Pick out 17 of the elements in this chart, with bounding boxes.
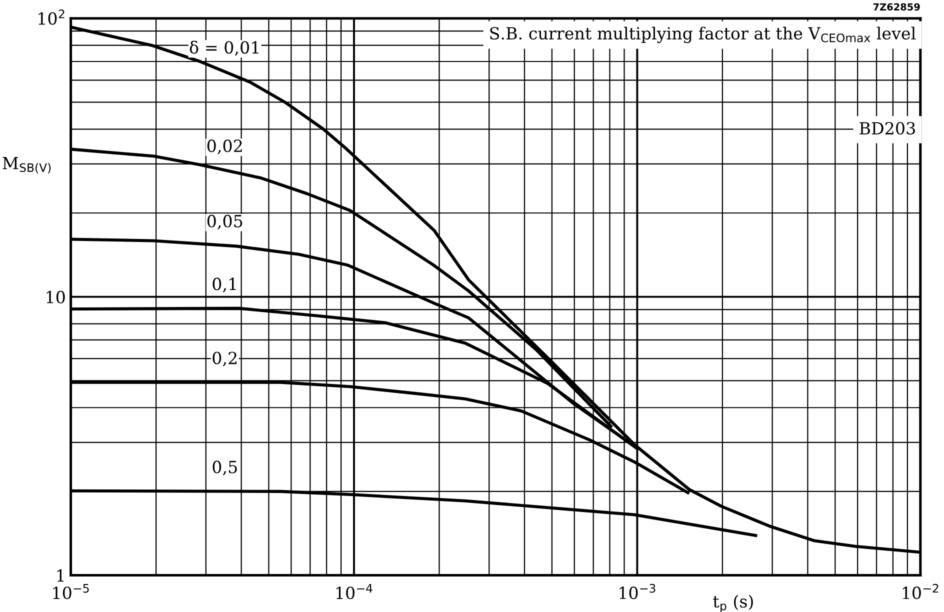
y-axis-title: M$_{SB(V)}$ xyxy=(2,156,51,174)
series-label: δ = 0,01 xyxy=(190,40,258,56)
series-label: 0,5 xyxy=(212,460,237,476)
series-label: 0,05 xyxy=(207,214,242,230)
annotation: BD203 xyxy=(860,122,915,135)
x-tick-label: 10$^{−3}$ xyxy=(620,584,656,600)
x-tick-label: 10$^{−4}$ xyxy=(336,584,372,600)
x-tick-label: 10$^{−2}$ xyxy=(902,584,938,600)
y-tick-label: 10 xyxy=(46,290,65,304)
series-label: 0,02 xyxy=(207,140,242,154)
y-tick-label: 1 xyxy=(57,569,64,582)
chart-title: S.B. current multiplying factor at the V$_{CEOmax}$ level xyxy=(490,26,916,44)
series-label: 0,2 xyxy=(212,352,236,366)
x-tick-label: 10$^{−5}$ xyxy=(53,584,89,600)
series-label: 0,1 xyxy=(212,278,236,292)
text: 7Z62859 xyxy=(873,3,920,11)
y-tick-label: 10$^{2}$ xyxy=(38,10,64,25)
